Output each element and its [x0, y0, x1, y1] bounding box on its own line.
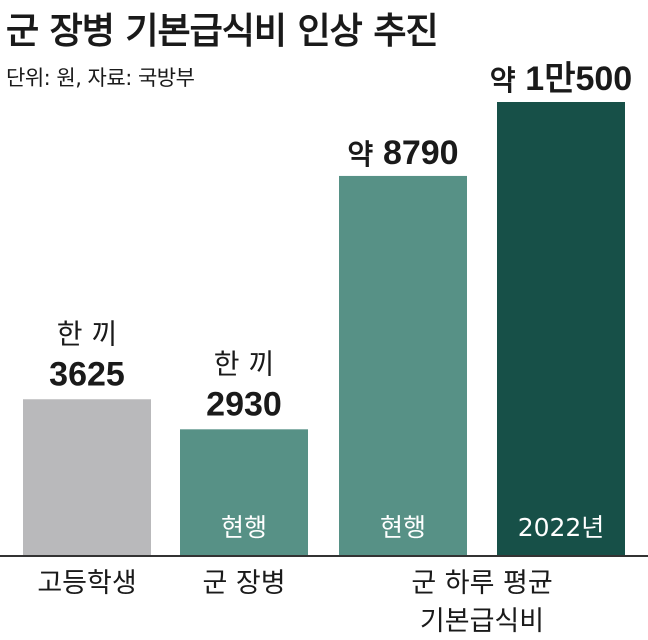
bar-value-number: 8790: [383, 134, 459, 172]
chart-subtitle: 단위: 원, 자료: 국방부: [6, 66, 195, 90]
category-label: 군 하루 평균: [411, 568, 552, 599]
chart-title: 군 장병 기본급식비 인상 추진: [6, 11, 439, 52]
bar-inside-label: 현행: [221, 513, 267, 542]
bar: [180, 429, 308, 556]
category-label: 고등학생: [37, 568, 136, 599]
bar-value-label: 3625: [49, 355, 125, 393]
bar-value-label: 약 1만500: [490, 60, 632, 98]
category-label: 군 장병: [202, 568, 285, 599]
bar-top-label: 한 끼: [57, 317, 117, 350]
bar-value-label: 약 8790: [347, 134, 458, 172]
bar: [497, 102, 625, 556]
bar-prefix-label: 약: [490, 64, 526, 97]
bar: [339, 175, 467, 557]
bar-value-number: 1만500: [525, 60, 632, 98]
bar-top-label: 한 끼: [214, 347, 274, 380]
bar-inside-label: 2022년: [518, 513, 605, 542]
bar-value-label: 2930: [206, 385, 282, 423]
bar-prefix-label: 약: [347, 138, 383, 171]
bar-inside-label: 현행: [380, 513, 426, 542]
category-label: 기본급식비: [420, 606, 544, 637]
bar: [23, 399, 151, 556]
